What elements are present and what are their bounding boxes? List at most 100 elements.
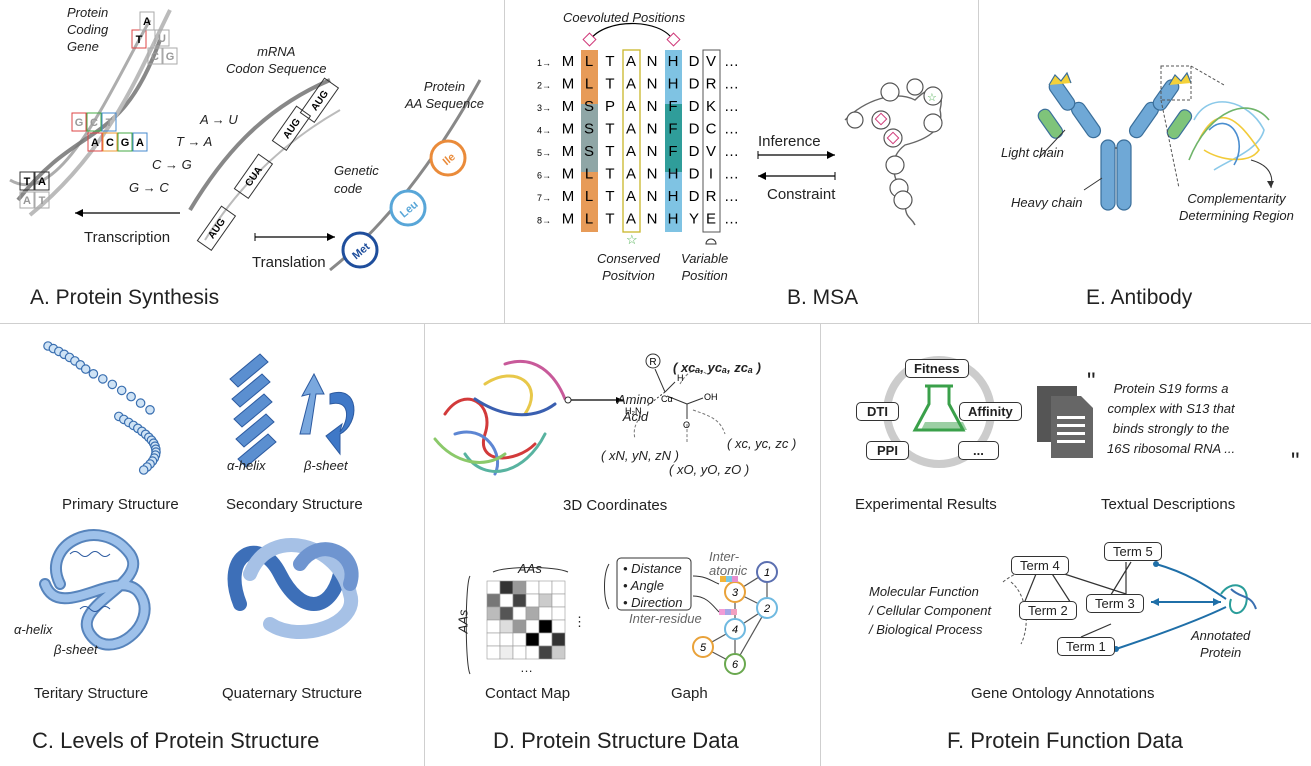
dna-letter-10: G: [121, 137, 130, 149]
quaternary-structure-label: Quaternary Structure: [222, 685, 363, 702]
msa-residue: A: [626, 76, 636, 93]
contact-cell: [499, 606, 514, 621]
graph-node-label: 2: [763, 603, 770, 615]
contact-aas-left: AAs: [455, 609, 471, 634]
contact-cell: [538, 580, 553, 595]
atom-r: R: [649, 357, 656, 368]
contact-cell: [499, 593, 514, 608]
tertiary-alpha-label: α-helix: [14, 622, 53, 637]
divider-v4: [820, 323, 821, 766]
msa-row-index: 3→: [537, 103, 551, 113]
msa-ellipsis: …: [724, 211, 739, 228]
ppi-label: PPI: [866, 441, 909, 460]
contact-cell: [538, 606, 553, 621]
go-categories: Molecular Function / Cellular Component / …: [869, 584, 992, 637]
contact-cell: [538, 645, 553, 660]
term-3: Term 3: [1086, 594, 1144, 613]
panel-e-title: E. Antibody: [1086, 286, 1193, 309]
alpha-helix-label: α-helix: [227, 458, 266, 473]
residue-bead: [80, 364, 91, 374]
msa-residue: M: [562, 211, 575, 228]
contact-cell: [499, 632, 514, 647]
msa-residue: M: [562, 121, 575, 138]
msa-residue: A: [626, 121, 636, 138]
codon-1: AUG: [206, 216, 228, 241]
msa-residue: H: [668, 76, 679, 93]
tertiary-structure-label: Teritary Structure: [34, 685, 149, 702]
msa-row-index: 6→: [537, 171, 551, 181]
msa-residue: L: [585, 166, 593, 183]
graph-node-label: 5: [700, 642, 707, 654]
msa-residue: R: [706, 76, 717, 93]
dna-mrna-illustration: T A A T G C T A C G A T A C U G AUG CUA …: [9, 9, 482, 272]
protein-coding-gene-label: Protein Coding Gene: [67, 5, 109, 54]
experimental-caption: Experimental Results: [855, 496, 997, 513]
dna-letter-13: A: [143, 16, 151, 28]
msa-residue: T: [605, 53, 614, 70]
graph-node-label: 1: [764, 567, 770, 579]
contact-cell: [512, 632, 527, 647]
msa-residue: M: [562, 188, 575, 205]
contact-cell: [551, 593, 566, 608]
feature-list: • Distance • Angle • Direction: [623, 561, 683, 610]
contact-cell: [551, 645, 566, 660]
protein-ribbon-cluster: [433, 359, 567, 476]
msa-col-f: [665, 104, 682, 172]
atom-oh: OH: [704, 392, 718, 402]
msa-row-index: 8→: [537, 216, 551, 226]
contact-cell: [486, 580, 501, 595]
mrna-label: mRNA Codon Sequence: [226, 44, 327, 76]
msa-residue: T: [605, 143, 614, 160]
textual-caption: Textual Descriptions: [1101, 496, 1236, 513]
msa-residue: T: [605, 211, 614, 228]
msa-col-s: [581, 104, 598, 172]
residue-bead: [135, 398, 146, 408]
panel-levels: α-helix β-sheet Primary Structure Second…: [0, 324, 424, 766]
msa-residue: F: [668, 143, 677, 160]
graph-node: [756, 597, 778, 619]
contact-map-dots: …: [520, 660, 533, 675]
contact-cell: [525, 619, 540, 634]
rule-a-u: A → U: [200, 112, 238, 127]
graph-node: [724, 618, 746, 640]
residue-bead: [126, 391, 136, 402]
msa-residue: L: [585, 211, 593, 228]
msa-residue: N: [647, 211, 658, 228]
primary-chain: [43, 341, 161, 475]
msa-residue: H: [668, 53, 679, 70]
star-icon: ☆: [626, 232, 638, 247]
msa-residue: Y: [689, 211, 699, 228]
coord-n: ( xN, yN, zN ): [601, 448, 679, 463]
secondary-structure-label: Secondary Structure: [226, 496, 363, 513]
msa-residue: S: [584, 121, 594, 138]
msa-residue: D: [689, 188, 700, 205]
contact-cell: [512, 619, 527, 634]
msa-residue: L: [585, 53, 593, 70]
contact-cell: [525, 593, 540, 608]
dna-letter-3: A: [23, 195, 31, 207]
beta-sheet-label: β-sheet: [304, 458, 348, 473]
primary-structure-label: Primary Structure: [62, 496, 179, 513]
antibody-illustration: [1037, 65, 1274, 211]
affinity-label: Affinity: [959, 402, 1022, 421]
contact-map-vdots: ⋮: [573, 614, 586, 629]
contact-cell: [512, 645, 527, 660]
term-1: Term 1: [1057, 637, 1115, 656]
msa-residue: A: [626, 53, 636, 70]
msa-residue: T: [605, 121, 614, 138]
contact-cell: [512, 606, 527, 621]
msa-residue: A: [626, 143, 636, 160]
contact-cell: [551, 606, 566, 621]
panel-a-title: A. Protein Synthesis: [30, 286, 220, 309]
msa-residue: A: [626, 211, 636, 228]
panel-d-title: D. Protein Structure Data: [493, 728, 739, 753]
msa-row-index: 2→: [537, 81, 551, 91]
ile-circle: [429, 139, 467, 177]
go-caption: Gene Ontology Annotations: [971, 685, 1155, 702]
msa-residue: N: [647, 76, 658, 93]
msa-ellipsis: …: [724, 121, 739, 138]
dna-letter-7: T: [106, 117, 113, 129]
msa-residue: T: [605, 76, 614, 93]
divider-v2: [978, 0, 979, 323]
